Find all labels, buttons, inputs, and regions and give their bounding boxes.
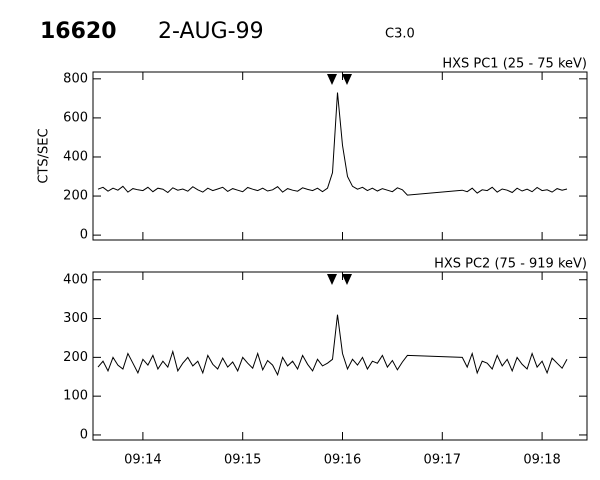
plot-title: HXS PC1 (25 - 75 keV) xyxy=(442,57,587,72)
x-tick-label: 09:17 xyxy=(424,453,461,468)
y-tick-label: 200 xyxy=(63,189,88,204)
y-axis-label: CTS/SEC xyxy=(37,128,52,183)
flare-class: C3.0 xyxy=(385,27,415,42)
flare-marker xyxy=(342,74,352,85)
event-date: 2-AUG-99 xyxy=(158,19,264,44)
y-tick-label: 0 xyxy=(80,228,88,243)
plot-title: HXS PC2 (75 - 919 keV) xyxy=(434,257,587,272)
data-line xyxy=(97,314,568,377)
y-tick-label: 300 xyxy=(63,311,88,326)
plot-frame xyxy=(92,271,588,441)
x-tick-label: 09:18 xyxy=(523,453,560,468)
x-tick-label: 09:14 xyxy=(124,453,161,468)
data-line xyxy=(97,92,568,196)
y-tick-label: 0 xyxy=(80,427,88,442)
event-id: 16620 xyxy=(40,19,117,44)
y-tick-label: 800 xyxy=(63,71,88,86)
x-tick-label: 09:15 xyxy=(224,453,261,468)
y-tick-label: 100 xyxy=(63,389,88,404)
flare-marker xyxy=(342,274,352,285)
y-tick-label: 400 xyxy=(63,149,88,164)
flare-marker xyxy=(327,74,337,85)
plot-frame xyxy=(92,71,588,241)
y-tick-label: 600 xyxy=(63,110,88,125)
x-tick-label: 09:16 xyxy=(324,453,361,468)
y-tick-label: 200 xyxy=(63,350,88,365)
flare-marker xyxy=(327,274,337,285)
y-tick-label: 400 xyxy=(63,272,88,287)
